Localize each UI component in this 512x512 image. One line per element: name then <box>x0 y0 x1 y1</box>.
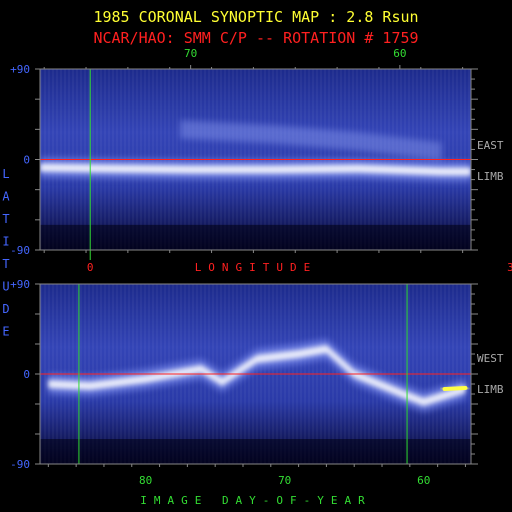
limb-suffix-label: LIMB <box>477 170 504 183</box>
y-axis-label-letter: T <box>2 257 9 271</box>
y-axis-label-letter: I <box>2 235 9 249</box>
y-axis-label-letter: U <box>2 280 9 294</box>
y-axis-label-letter: L <box>2 167 9 181</box>
day-tick-label: 70 <box>278 474 291 487</box>
top-tick-label: 70 <box>184 47 197 60</box>
longitude-tick-label: 360 <box>507 261 512 274</box>
top-tick-label: 60 <box>393 47 406 60</box>
day-tick-label: 60 <box>417 474 430 487</box>
y-axis-label-letter: D <box>2 302 9 316</box>
limb-suffix-label: LIMB <box>477 383 504 396</box>
limb-label: EAST <box>477 139 504 152</box>
east-limb-panel: +900-90EASTLIMB7060500360LONGITUDE <box>10 47 512 274</box>
chart-title: 1985 CORONAL SYNOPTIC MAP : 2.8 Rsun <box>93 8 418 26</box>
y-tick-label: -90 <box>10 244 30 257</box>
west-limb-panel: +90 0 -90 WEST LIMB 80 70 60 IMAGE DAY-OF-YEAR <box>10 278 504 507</box>
day-tick-label: 80 <box>139 474 152 487</box>
chart-subtitle: NCAR/HAO: SMM C/P -- ROTATION # 1759 <box>93 29 418 47</box>
y-tick-label: +90 <box>10 63 30 76</box>
longitude-tick-label: 0 <box>87 261 94 274</box>
polar-shadow <box>40 439 471 464</box>
bright-patch <box>442 386 468 391</box>
y-tick-label: +90 <box>10 278 30 291</box>
y-axis-label-letter: E <box>2 325 9 339</box>
longitude-axis-label: LONGITUDE <box>195 261 318 274</box>
streamer-belt-core <box>40 163 471 176</box>
limb-label: WEST <box>477 352 504 365</box>
day-axis-label: IMAGE DAY-OF-YEAR <box>140 494 372 507</box>
streamer-belt-core <box>48 345 466 406</box>
y-axis-label-letter: A <box>2 190 10 204</box>
polar-shadow <box>40 224 471 250</box>
y-axis-label-letter: T <box>2 212 9 226</box>
secondary-streamer-band <box>180 120 442 161</box>
y-tick-label: -90 <box>10 458 30 471</box>
y-tick-label: 0 <box>23 154 30 167</box>
y-tick-label: 0 <box>23 368 30 381</box>
